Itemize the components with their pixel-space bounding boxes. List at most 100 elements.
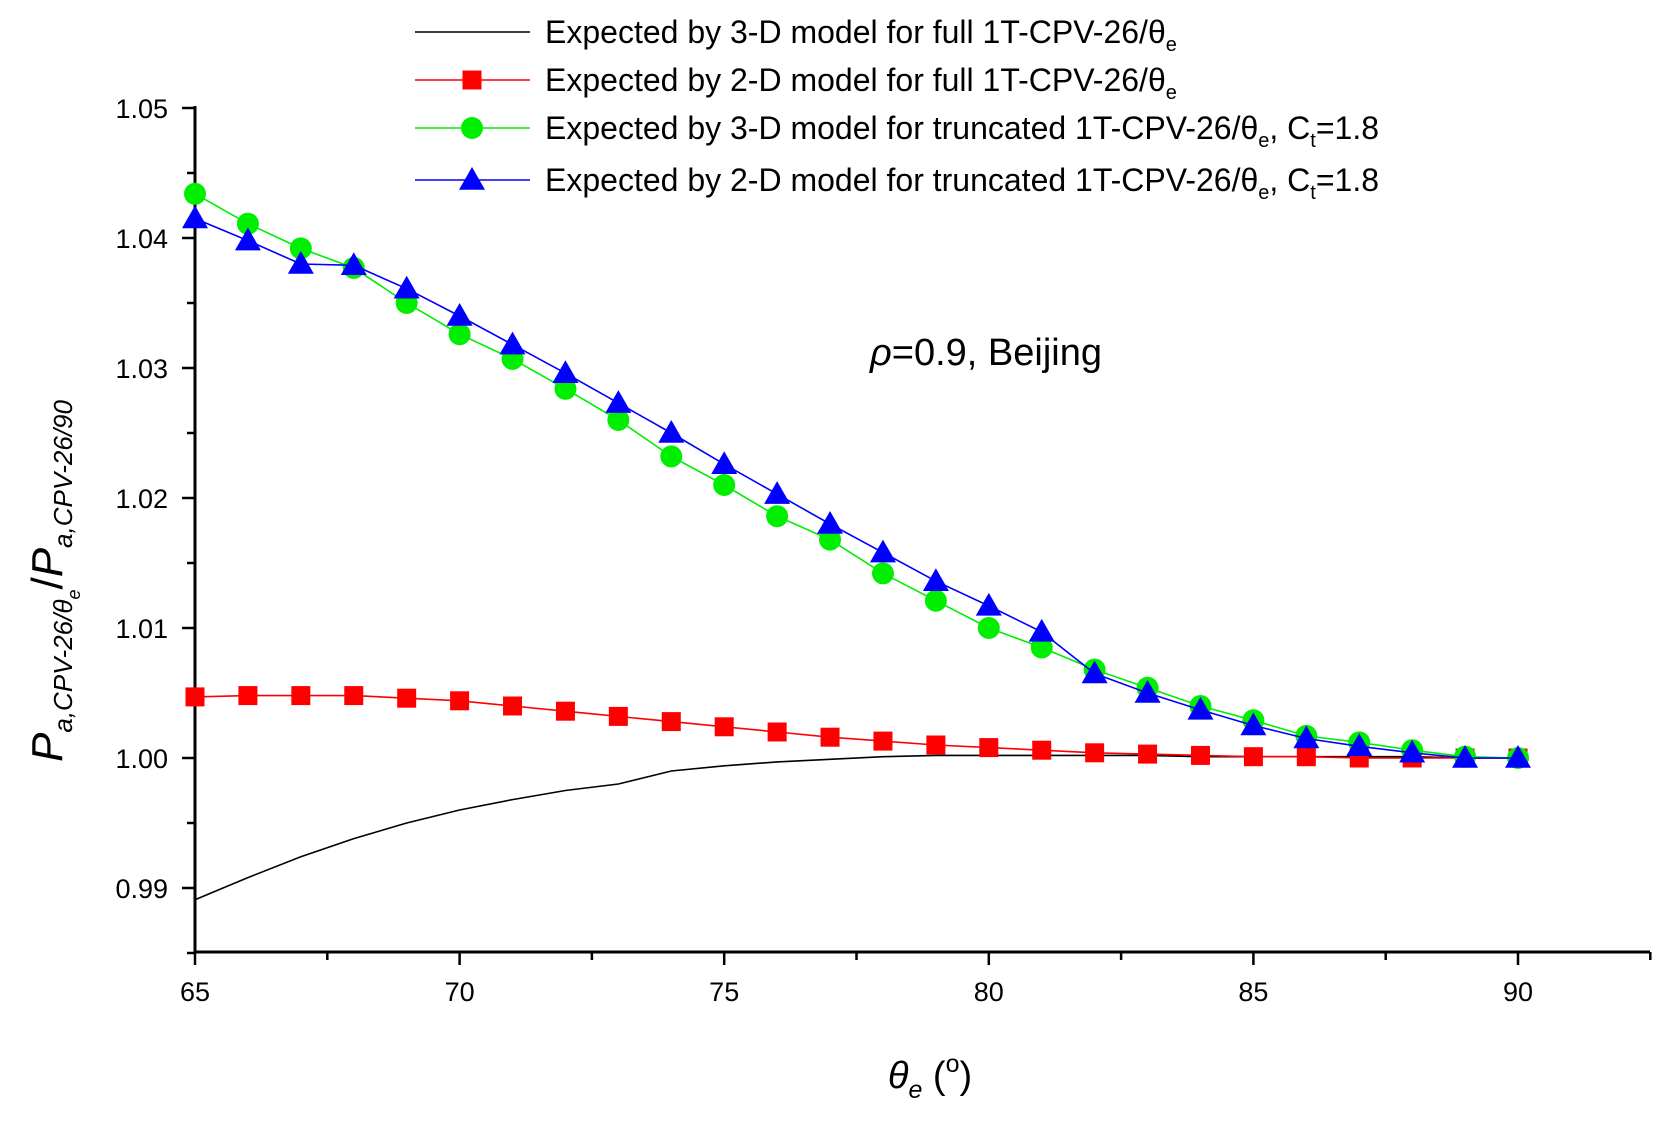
data-point [184, 182, 206, 205]
data-point [503, 696, 523, 716]
data-point [554, 377, 577, 400]
plot-area [182, 182, 1531, 901]
y-axis-label-sub1: a,CPV-26/θ [48, 600, 78, 733]
data-point [287, 251, 314, 274]
data-point [711, 451, 738, 474]
data-point [1243, 747, 1263, 767]
x-axis-label-sub: e [908, 1076, 922, 1104]
data-point [977, 617, 1000, 639]
y-tick-label: 1.03 [115, 354, 168, 384]
annotation-text: =0.9, Beijing [892, 332, 1102, 374]
data-point [1452, 745, 1479, 768]
data-point [1028, 618, 1055, 642]
legend-entry-1: Expected by 3-D model for full 1T-CPV-26… [415, 14, 1177, 56]
x-tick-label: 70 [445, 977, 475, 1007]
data-point [1240, 712, 1267, 736]
annotation-symbol: ρ [869, 332, 892, 374]
y-tick-label: 1.02 [115, 484, 168, 514]
data-point [1134, 680, 1161, 703]
data-point [764, 481, 791, 504]
data-point [979, 738, 999, 758]
data-point [1081, 660, 1108, 684]
legend: Expected by 3-D model for full 1T-CPV-26… [415, 14, 1379, 204]
data-point [446, 303, 473, 326]
data-point [340, 252, 367, 276]
x-axis-label: θe (o) [888, 1050, 972, 1104]
data-point [869, 539, 896, 563]
x-axis-label-symbol: θ [888, 1055, 909, 1097]
data-point [607, 409, 630, 431]
data-point [289, 237, 312, 260]
legend-entry-3: Expected by 3-D model for truncated 1T-C… [415, 110, 1379, 152]
y-axis-label-slash: / [23, 577, 72, 590]
data-point [924, 589, 947, 612]
data-point [658, 420, 685, 443]
data-point [1187, 696, 1214, 720]
axes: 65 70 75 80 85 90 0.99 1.00 1.01 1.02 1.03 1.04 1.05 [115, 94, 1652, 1007]
series-4-line [194, 217, 1518, 759]
y-tick-label: 1.00 [115, 744, 168, 774]
data-point [1293, 725, 1320, 749]
data-point [234, 227, 261, 251]
x-axis-label-sup: o [946, 1050, 960, 1078]
data-point [1032, 740, 1052, 760]
data-point [1085, 743, 1105, 763]
data-point [820, 727, 840, 747]
legend-label-3: Expected by 3-D model for truncated 1T-C… [545, 110, 1379, 152]
data-point [238, 686, 258, 706]
y-tick-label: 1.05 [115, 94, 168, 124]
x-axis-label-open: ( [922, 1055, 946, 1097]
data-point [605, 390, 632, 413]
legend-label-1: Expected by 3-D model for full 1T-CPV-26… [545, 14, 1177, 56]
legend-label-2: Expected by 2-D model for full 1T-CPV-26… [545, 62, 1177, 104]
data-point [344, 686, 364, 706]
series-3-line [194, 193, 1519, 759]
data-point [182, 205, 208, 229]
data-point [660, 445, 683, 468]
data-point [499, 331, 526, 355]
data-point [926, 735, 946, 755]
series-1 [194, 754, 1518, 901]
y-axis-label: Pa,CPV-26/θe/Pa,CPV-26/90 [23, 399, 84, 762]
series-4 [182, 205, 1531, 768]
data-point [236, 212, 259, 235]
data-point [922, 568, 949, 591]
data-point [975, 592, 1002, 616]
annotation: ρ=0.9, Beijing [869, 332, 1102, 374]
y-axis-label-p2: P [23, 547, 72, 577]
series-1-line [194, 754, 1518, 901]
data-point [1346, 733, 1373, 757]
data-point [555, 701, 575, 721]
y-tick-label: 1.01 [115, 614, 168, 644]
series-2 [185, 686, 1528, 768]
legend-label-4: Expected by 2-D model for truncated 1T-C… [545, 162, 1379, 204]
data-point [767, 722, 787, 742]
x-tick-label: 90 [1503, 977, 1533, 1007]
data-point [817, 511, 844, 534]
data-point [185, 687, 205, 707]
legend-marker-3 [461, 117, 483, 139]
x-tick-label: 65 [180, 977, 210, 1007]
data-point [393, 275, 420, 299]
legend-marker-2 [462, 70, 482, 90]
data-point [552, 360, 579, 383]
y-axis-label-p1: P [23, 732, 72, 762]
data-point [766, 505, 789, 528]
legend-entry-2: Expected by 2-D model for full 1T-CPV-26… [415, 62, 1177, 104]
y-tick-label: 0.99 [115, 874, 168, 904]
y-axis-label-sub2: a,CPV-26/90 [48, 399, 78, 547]
data-point [661, 712, 681, 732]
data-point [291, 686, 311, 706]
legend-marker-4 [459, 167, 485, 190]
data-point [1190, 745, 1210, 765]
data-point [713, 474, 736, 496]
data-point [871, 562, 894, 585]
y-axis-label-sub1sub: e [64, 590, 84, 600]
data-point [397, 688, 417, 708]
data-point [448, 323, 471, 346]
legend-entry-4: Expected by 2-D model for truncated 1T-C… [415, 162, 1379, 204]
data-point [1505, 745, 1531, 768]
data-point [1296, 747, 1316, 767]
data-point [1030, 636, 1053, 659]
